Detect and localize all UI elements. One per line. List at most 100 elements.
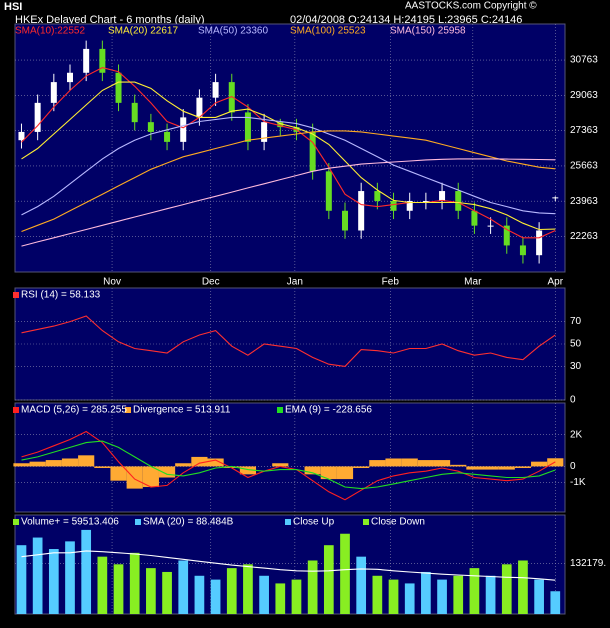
candle-body (439, 191, 446, 202)
volume-bar (16, 545, 27, 614)
volume-bar (340, 533, 350, 614)
y-tick-label: 132179. (570, 558, 606, 569)
candle-body (180, 117, 187, 142)
volume-bar (194, 575, 205, 614)
volume-bar (129, 552, 140, 614)
series-line (21, 550, 556, 581)
divergence-bar (126, 466, 143, 489)
symbol: HSI (4, 1, 22, 13)
volume-bar (113, 564, 124, 614)
candle-body (115, 72, 122, 103)
x-tick-label: Nov (103, 277, 121, 288)
volume-bar (81, 529, 92, 614)
legend-swatch (13, 519, 19, 525)
candle-body (455, 191, 462, 211)
divergence-bar (482, 466, 499, 470)
volume-bar (178, 560, 189, 614)
y-tick-label: 29063 (570, 90, 598, 101)
volume-bar (485, 575, 496, 614)
legend-swatch (125, 407, 131, 413)
candle-body (487, 225, 494, 227)
divergence-bar (110, 466, 127, 481)
legend-label: SMA(10):22552 (15, 26, 85, 37)
volume-bar (501, 564, 512, 614)
divergence-bar (158, 466, 176, 478)
x-tick-label: Mar (464, 277, 482, 288)
candle-body (422, 201, 429, 203)
legend-label: Divergence = 513.911 (133, 405, 231, 416)
candle-body (18, 131, 25, 141)
candle-body (50, 82, 57, 103)
y-tick-label: 50 (570, 339, 582, 350)
legend-label: Close Down (371, 517, 425, 528)
candle-body (536, 230, 543, 256)
legend-swatch (135, 519, 141, 525)
legend-label: SMA(150) 25958 (390, 26, 466, 37)
candle-body (325, 171, 332, 211)
divergence-bar (401, 458, 418, 467)
candle-body (390, 201, 397, 211)
volume-bar (275, 583, 286, 614)
divergence-bar (272, 463, 289, 467)
volume-bar (437, 579, 447, 614)
volume-bar (259, 575, 269, 614)
legend-label: SMA (20) = 88.484B (143, 517, 234, 528)
divergence-bar (223, 466, 240, 469)
volume-bar (421, 571, 431, 614)
divergence-bar (417, 460, 434, 467)
legend-label: EMA (9) = -228.656 (285, 405, 372, 416)
candle-body (147, 122, 154, 132)
candle-body (164, 131, 171, 142)
volume-bar (32, 537, 43, 614)
divergence-bar (191, 456, 208, 467)
legend-label: Volume+ = 59513.406 (21, 517, 119, 528)
y-tick-label: 23963 (570, 196, 598, 207)
volume-bar (162, 571, 172, 614)
candle-body (244, 112, 251, 142)
divergence-bar (29, 461, 46, 467)
copyright: AASTOCKS.com Copyright © (405, 1, 537, 12)
legend-swatch (13, 407, 19, 413)
candle-body (34, 102, 41, 132)
x-tick-label: Apr (548, 277, 564, 288)
volume-bar (146, 568, 156, 614)
candle-body (471, 210, 478, 226)
divergence-bar (304, 466, 321, 475)
y-tick-label: 30763 (570, 55, 598, 66)
divergence-bar (45, 460, 62, 467)
panel (14, 23, 566, 273)
legend-swatch (363, 519, 369, 525)
divergence-bar (142, 466, 159, 488)
legend-label: SMA(100) 25523 (290, 26, 366, 37)
candle-body (99, 48, 106, 73)
quote: 02/04/2008 O:24134 H:24195 L:23965 C:241… (290, 14, 522, 26)
legend-swatch (13, 292, 19, 298)
y-tick-label: -1K (570, 477, 586, 488)
candle-body (374, 191, 381, 202)
y-tick-label: 0 (570, 395, 576, 406)
legend-label: Close Up (293, 517, 335, 528)
candle-body (406, 201, 413, 211)
divergence-bar (239, 466, 257, 475)
divergence-bar (175, 463, 192, 467)
legend-swatch (277, 407, 283, 413)
volume-bar (97, 556, 108, 614)
divergence-bar (78, 455, 95, 467)
candle-body (309, 131, 316, 172)
divergence-bar (13, 463, 30, 467)
candle-body (212, 82, 219, 98)
candle-body (358, 191, 365, 231)
volume-bar (518, 560, 528, 614)
series-line (21, 158, 556, 247)
series-line (21, 440, 556, 490)
volume-bar (534, 579, 544, 614)
legend-label: RSI (14) = 58.133 (21, 290, 101, 301)
candle-body (519, 245, 526, 256)
candle-body (131, 102, 138, 123)
divergence-bar (466, 466, 483, 470)
volume-bar (550, 591, 561, 614)
divergence-bar (531, 461, 548, 467)
volume-bar (323, 545, 334, 614)
volume-bar (307, 560, 318, 614)
